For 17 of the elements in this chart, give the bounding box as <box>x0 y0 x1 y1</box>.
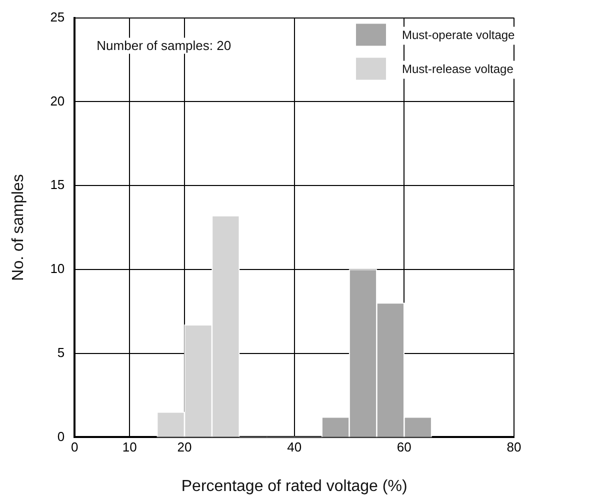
x-tick-label: 60 <box>396 440 412 455</box>
y-tick-label: 15 <box>50 177 65 192</box>
y-tick-label: 10 <box>50 261 65 276</box>
x-tick-label: 0 <box>71 440 78 455</box>
x-tick-label: 40 <box>287 440 302 455</box>
legend-label: Must-operate voltage <box>402 28 516 42</box>
x-tick-label: 20 <box>177 440 192 455</box>
y-tick-label: 25 <box>50 9 65 24</box>
y-tick-label: 0 <box>57 428 65 444</box>
x-tick-label: 10 <box>122 440 137 455</box>
y-tick-label: 20 <box>50 93 65 108</box>
y-tick-label: 5 <box>57 344 65 360</box>
legend-label: Must-release voltage <box>402 62 514 76</box>
x-tick-label: 80 <box>506 440 522 455</box>
y-axis-title: No. of samples <box>10 174 28 281</box>
annotation: Number of samples: 20 <box>96 38 232 53</box>
x-axis-title: Percentage of rated voltage (%) <box>181 478 408 495</box>
